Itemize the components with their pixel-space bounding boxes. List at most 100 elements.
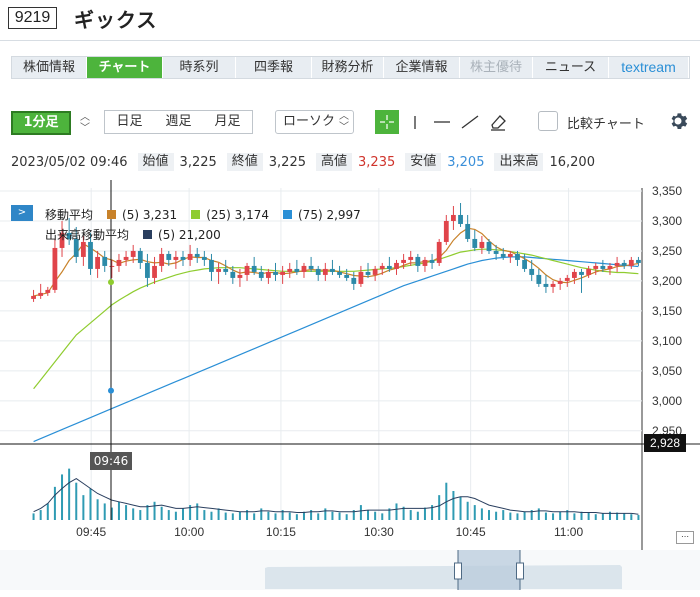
y-tick-label: 3,300 [652, 214, 682, 228]
volume-bar [288, 512, 291, 520]
header-divider [0, 40, 700, 41]
candle-body [600, 265, 606, 269]
interval-1min-button[interactable]: 1分足 [11, 111, 71, 135]
candle [515, 250, 520, 266]
volume-bar [260, 508, 263, 520]
open-label: 始値 [137, 153, 174, 171]
volume-bar [552, 513, 555, 520]
candle-body [73, 238, 79, 257]
candle-body [237, 274, 243, 278]
candle [571, 268, 577, 284]
candle [116, 253, 122, 272]
volume-bar [395, 503, 398, 520]
stock-name: ギックス [74, 8, 158, 32]
ma5-swatch [107, 210, 117, 219]
volume-bar [53, 486, 56, 520]
candle-body [308, 265, 314, 269]
crosshair-icon[interactable] [375, 110, 399, 134]
x-tick-label: 09:45 [76, 525, 106, 539]
candle-body [337, 271, 342, 275]
stock-code: 9219 [8, 7, 57, 29]
candle-body [500, 253, 506, 257]
volume-ma-legend-title: 出来高移動平均 [45, 228, 130, 242]
volume-bar [559, 511, 562, 520]
price-chart[interactable]: 3,350 3,300 3,250 3,200 3,150 3,100 3,050 3,000… [0, 180, 700, 597]
candle [621, 259, 627, 269]
candle-body [593, 265, 599, 269]
candle-body [394, 262, 399, 269]
volume-bar [566, 510, 569, 520]
candle [522, 253, 527, 272]
period-daily-button[interactable]: 日足 [116, 114, 143, 129]
cursor-time-label: 09:46 [90, 452, 132, 470]
y-tick-label: 3,050 [652, 364, 682, 378]
volume-bar [352, 510, 355, 520]
volume-bar [274, 513, 277, 520]
tab-5[interactable]: 企業情報 [384, 57, 460, 78]
volume-bar [217, 508, 220, 520]
volume-bar [331, 511, 334, 520]
ma75-swatch [283, 210, 292, 219]
volume-bar [480, 508, 483, 520]
candle-body [621, 262, 627, 266]
period-weekly-button[interactable]: 週足 [165, 114, 192, 129]
volume-bar [359, 505, 362, 520]
volume-bar [153, 501, 156, 520]
volume-bar [523, 511, 526, 520]
volume-bar [431, 505, 434, 520]
volume-bar [573, 513, 576, 520]
tab-8[interactable]: textream [609, 57, 689, 78]
candle [31, 289, 36, 302]
tab-1[interactable]: チャート [87, 57, 163, 78]
volume-bar [295, 514, 298, 520]
x-tick-label: 10:45 [456, 525, 486, 539]
candle [159, 247, 165, 272]
tab-3[interactable]: 四季報 [236, 57, 312, 78]
candle [38, 283, 44, 299]
candle-body [586, 268, 592, 275]
candle-body [465, 223, 471, 239]
tab-7[interactable]: ニュース [533, 57, 609, 78]
expand-range-button[interactable]: ⋯ [676, 531, 694, 544]
tab-6[interactable]: 株主優待 [460, 57, 533, 78]
interval-updown-icon[interactable]: ︿ ﹀ [80, 112, 90, 134]
candle [173, 250, 179, 269]
chart-type-select[interactable]: ローソク ︿ ﹀ [275, 110, 354, 134]
candle [52, 238, 58, 293]
tab-0[interactable]: 株価情報 [12, 57, 87, 78]
legend-toggle-button[interactable]: > [11, 205, 33, 221]
tab-2[interactable]: 時系列 [163, 57, 236, 78]
candle-body [429, 259, 435, 263]
candle [422, 256, 428, 272]
candle-body [201, 256, 207, 260]
candle-body [80, 241, 86, 257]
volume-bar [338, 512, 341, 520]
gear-icon[interactable] [668, 110, 688, 132]
candle [180, 250, 186, 266]
eraser-icon[interactable] [487, 110, 509, 134]
candle [458, 202, 463, 227]
compare-chart-checkbox[interactable] [538, 111, 558, 131]
trend-line-icon[interactable] [459, 110, 481, 134]
candle-body [180, 256, 186, 260]
candle [88, 232, 93, 275]
horizontal-line-icon[interactable] [431, 110, 453, 134]
volume-bar [61, 474, 64, 520]
candle [102, 250, 108, 272]
candle [130, 244, 136, 263]
navigator-handle[interactable] [454, 562, 462, 580]
volume-bar [473, 505, 476, 520]
x-tick-label: 11:00 [554, 525, 583, 539]
volume-bar [423, 507, 426, 520]
candle [66, 217, 72, 245]
candle-body [379, 265, 385, 269]
volume-bar [601, 513, 604, 520]
navigator-handle[interactable] [516, 562, 524, 580]
volume-bar [125, 505, 128, 520]
volume-bar [502, 510, 505, 520]
volume-bar [488, 510, 490, 520]
volume-bar [32, 513, 35, 520]
period-monthly-button[interactable]: 月足 [214, 114, 241, 129]
vertical-line-icon[interactable] [404, 110, 426, 134]
tab-4[interactable]: 財務分析 [312, 57, 384, 78]
